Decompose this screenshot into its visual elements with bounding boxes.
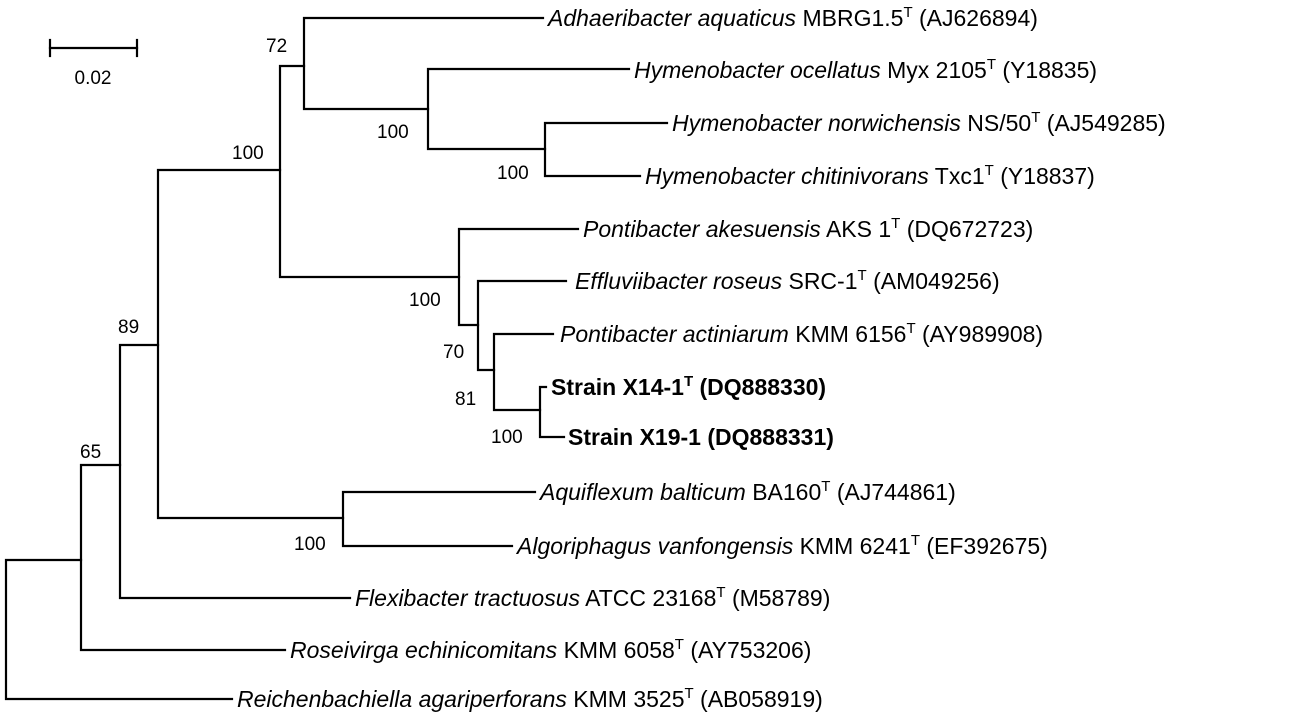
scale-bar: 0.02 [48, 38, 139, 89]
taxon-adhaeribacter: Adhaeribacter aquaticus MBRG1.5T (AJ6268… [546, 4, 1038, 31]
taxon-reichenbachiella-agariperforans: Reichenbachiella agariperforans KMM 3525… [237, 685, 823, 712]
bootstrap-89: 89 [118, 317, 139, 338]
taxon-effluviibacter-roseus: Effluviibacter roseus SRC-1T (AM049256) [575, 267, 1000, 294]
bootstrap-values: 72 100 100 100 100 70 81 100 89 100 65 [80, 36, 529, 555]
bootstrap-100-pontibacter: 100 [409, 290, 441, 311]
taxon-labels: Adhaeribacter aquaticus MBRG1.5T (AJ6268… [237, 4, 1166, 712]
taxon-pontibacter-actiniarum: Pontibacter actiniarum KMM 6156T (AY9899… [560, 320, 1043, 347]
bootstrap-100-aquiflexum: 100 [294, 534, 326, 555]
bootstrap-100-norwichensis: 100 [497, 163, 529, 184]
bootstrap-100-strains: 100 [491, 427, 523, 448]
bootstrap-81: 81 [455, 389, 476, 410]
bootstrap-100-hymenobacter: 100 [377, 122, 409, 143]
bootstrap-70: 70 [443, 342, 464, 363]
taxon-strain-x19-1: Strain X19-1 (DQ888331) [568, 424, 834, 450]
taxon-roseivirga-echinicomitans: Roseivirga echinicomitans KMM 6058T (AY7… [290, 636, 811, 663]
taxon-hymenobacter-norwichensis: Hymenobacter norwichensis NS/50T (AJ5492… [672, 109, 1166, 136]
scale-bar-label: 0.02 [75, 68, 112, 89]
taxon-hymenobacter-chitinivorans: Hymenobacter chitinivorans Txc1T (Y18837… [645, 162, 1095, 189]
taxon-strain-x14-1: Strain X14-1T (DQ888330) [551, 373, 826, 400]
bootstrap-100-main: 100 [232, 143, 264, 164]
taxon-algoriphagus-vanfongensis: Algoriphagus vanfongensis KMM 6241T (EF3… [515, 532, 1048, 559]
taxon-aquiflexum-balticum: Aquiflexum balticum BA160T (AJ744861) [538, 478, 956, 505]
taxon-flexibacter-tractuosus: Flexibacter tractuosus ATCC 23168T (M587… [355, 584, 830, 611]
tree-branches [4, 16, 669, 701]
bootstrap-72: 72 [266, 36, 287, 57]
taxon-pontibacter-akesuensis: Pontibacter akesuensis AKS 1T (DQ672723) [583, 215, 1033, 242]
bootstrap-65: 65 [80, 442, 101, 463]
taxon-hymenobacter-ocellatus: Hymenobacter ocellatus Myx 2105T (Y18835… [634, 56, 1097, 83]
